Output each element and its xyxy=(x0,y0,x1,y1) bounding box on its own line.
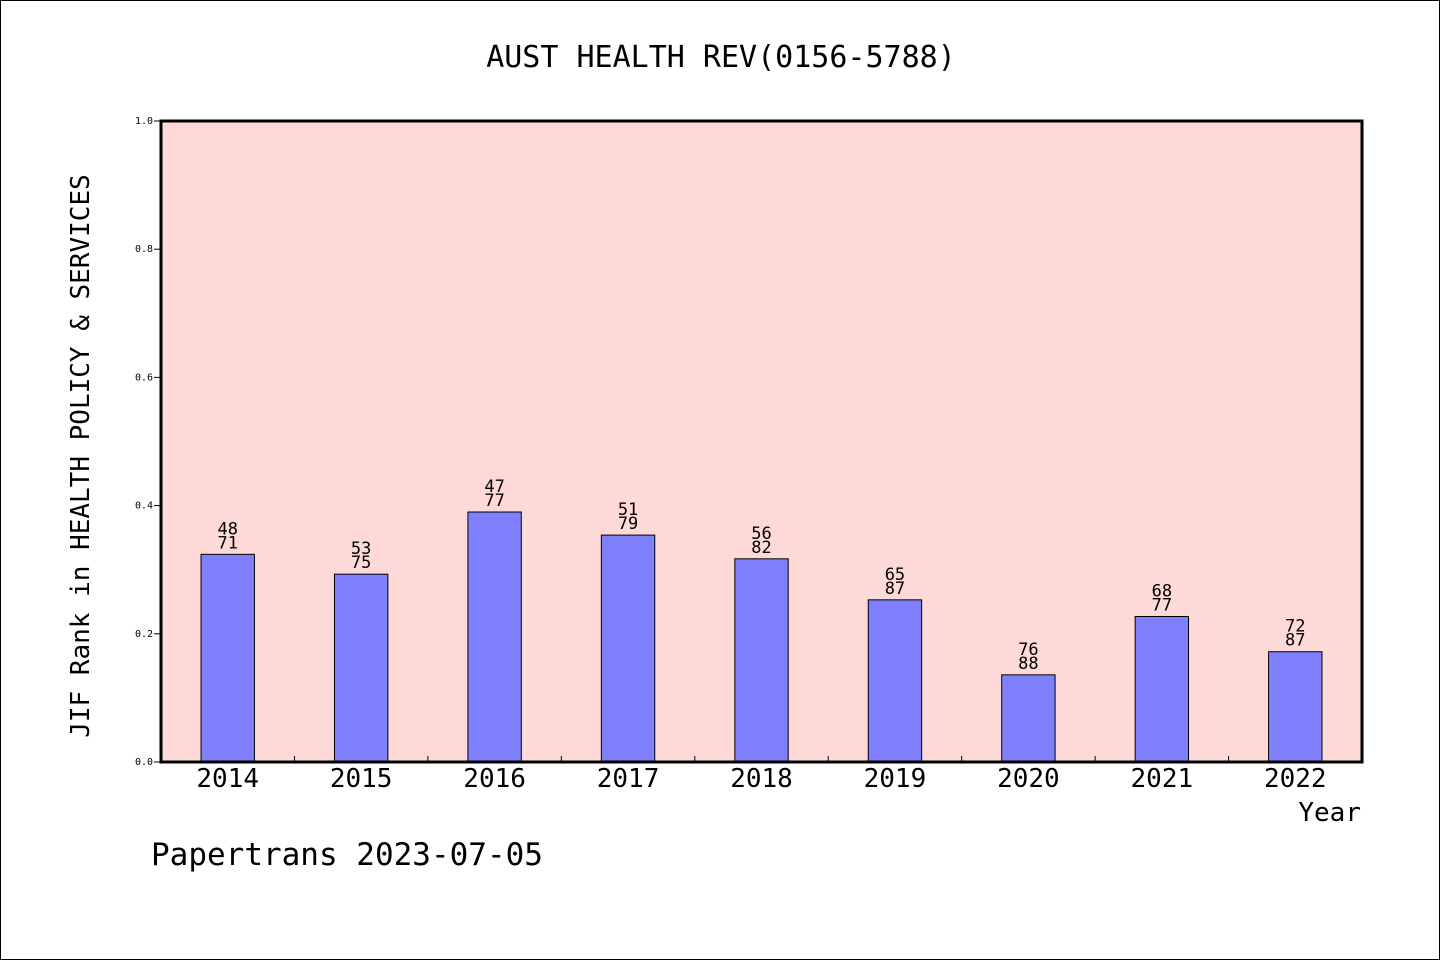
bar-2021 xyxy=(1134,615,1190,763)
x-axis-ticks: 2014 2015 2016 2017 2018 2019 2020 2021 2022 xyxy=(196,756,1327,794)
data-label-rank: 68 xyxy=(1152,581,1172,601)
bar-2018 xyxy=(734,558,789,763)
data-label-rank: 65 xyxy=(885,565,905,585)
footer-text: Papertrans 2023-07-05 xyxy=(151,837,543,873)
chart-title: AUST HEALTH REV(0156-5788) xyxy=(486,40,956,75)
bar-2019 xyxy=(867,599,923,763)
data-label-rank: 76 xyxy=(1018,640,1038,660)
data-label-total: 82 xyxy=(751,538,771,558)
x-tick-label: 2017 xyxy=(597,764,660,794)
x-tick-label: 2020 xyxy=(997,764,1060,794)
bar-2017 xyxy=(600,534,656,763)
data-label-rank: 51 xyxy=(618,500,638,520)
y-axis-ticks: 0.0 0.2 0.4 0.6 0.8 1.0 xyxy=(135,116,161,768)
bar-2022 xyxy=(1268,651,1323,763)
data-label-rank: 56 xyxy=(751,524,771,544)
x-tick-label: 2018 xyxy=(730,764,793,794)
data-label-total: 79 xyxy=(618,514,638,534)
bars xyxy=(200,511,1323,763)
data-label-rank: 72 xyxy=(1285,617,1305,637)
x-tick-label: 2021 xyxy=(1131,764,1194,794)
y-tick-label: 0.4 xyxy=(135,501,153,512)
y-tick-label: 0.0 xyxy=(135,757,153,768)
bar-2020 xyxy=(1001,674,1056,763)
bar-2015 xyxy=(333,573,389,763)
data-label-rank: 47 xyxy=(484,477,504,497)
data-label-rank: 53 xyxy=(351,539,371,559)
data-label-total: 87 xyxy=(885,579,905,599)
bar-2016 xyxy=(467,511,522,763)
data-label-total: 75 xyxy=(351,553,371,573)
bar-2014 xyxy=(200,553,255,763)
data-label-total: 77 xyxy=(1152,595,1172,615)
data-label-total: 77 xyxy=(484,491,504,511)
data-label-total: 87 xyxy=(1285,631,1305,651)
x-tick-label: 2016 xyxy=(463,764,526,794)
data-label-rank: 48 xyxy=(217,519,237,539)
x-axis-label: Year xyxy=(1298,798,1361,828)
data-label-total: 88 xyxy=(1018,654,1038,674)
x-tick-label: 2022 xyxy=(1264,764,1327,794)
y-axis-label: JIF Rank in HEALTH POLICY & SERVICES xyxy=(66,174,96,738)
x-tick-label: 2015 xyxy=(330,764,393,794)
y-tick-label: 1.0 xyxy=(135,116,153,127)
y-tick-label: 0.6 xyxy=(135,372,153,383)
x-tick-label: 2019 xyxy=(864,764,927,794)
plot-border xyxy=(159,119,1364,764)
data-label-total: 71 xyxy=(217,533,237,553)
y-tick-label: 0.2 xyxy=(135,629,153,640)
x-tick-label: 2014 xyxy=(196,764,259,794)
y-tick-label: 0.8 xyxy=(135,244,153,255)
